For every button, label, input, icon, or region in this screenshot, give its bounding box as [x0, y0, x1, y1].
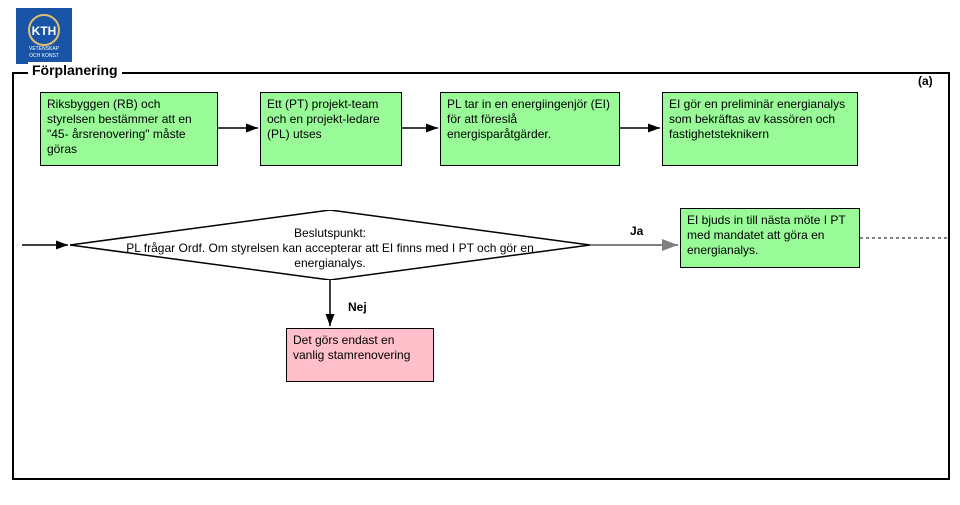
arrows-layer [0, 0, 960, 505]
